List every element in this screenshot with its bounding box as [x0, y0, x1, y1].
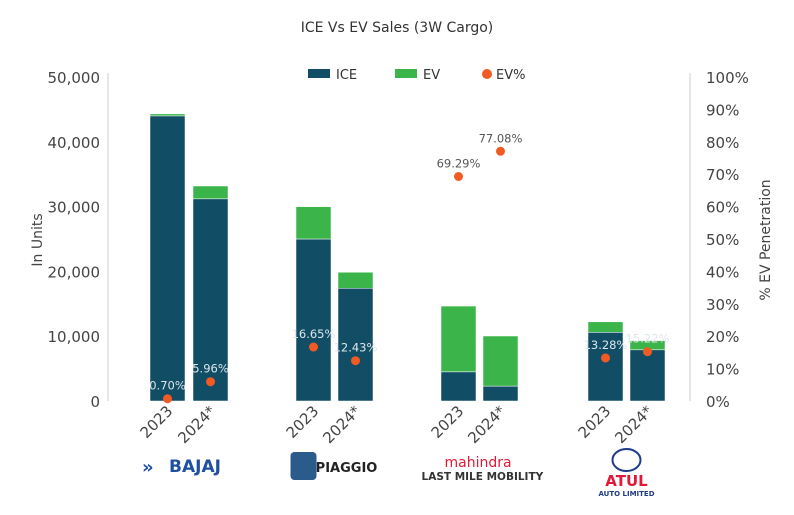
- y2-tick-label: 20%: [706, 328, 739, 346]
- ev-pct-label: 69.29%: [437, 157, 481, 171]
- ev-pct-label: 15.22%: [626, 332, 670, 346]
- bar-ev: [149, 113, 186, 117]
- y2-tick-label: 70%: [706, 166, 739, 184]
- x-tick-label: 2024*: [174, 402, 219, 447]
- ev-pct-point: [163, 394, 172, 404]
- bajaj-symbol-icon: »: [142, 457, 154, 478]
- legend-label-ice: ICE: [336, 68, 357, 83]
- brand-logo-piaggio: PIAGGIO: [316, 461, 378, 476]
- bar-ice: [440, 371, 477, 402]
- y2-tick-label: 30%: [706, 296, 739, 314]
- y-tick-label: 10,000: [48, 328, 101, 346]
- bar-ev: [482, 335, 519, 387]
- ev-pct-label: 5.96%: [192, 362, 229, 376]
- brand-logo-bajaj: BAJAJ: [169, 457, 221, 477]
- y-tick-label: 20,000: [48, 263, 101, 281]
- bar-ev: [337, 271, 374, 289]
- brand-logo-mahindra: mahindra: [445, 455, 512, 471]
- y2-tick-label: 40%: [706, 263, 739, 281]
- y2-tick-label: 80%: [706, 134, 739, 152]
- y2-tick-label: 0%: [706, 393, 730, 411]
- ev-pct-point: [643, 347, 652, 357]
- ev-pct-label: 12.43%: [334, 341, 378, 355]
- x-tick-label: 2023: [575, 402, 615, 442]
- y-axis-label: In Units: [30, 213, 46, 266]
- y2-tick-label: 100%: [706, 69, 749, 87]
- y-tick-label: 0: [90, 393, 100, 411]
- x-tick-label: 2023: [283, 402, 323, 442]
- y-tick-label: 50,000: [48, 69, 101, 87]
- x-tick-label: 2023: [428, 402, 468, 442]
- bar-ice: [482, 385, 519, 402]
- chart-title: ICE Vs EV Sales (3W Cargo): [301, 20, 494, 36]
- ev-pct-point: [309, 342, 318, 352]
- x-tick-label: 2024*: [319, 402, 364, 447]
- y2-tick-label: 90%: [706, 101, 739, 119]
- bar-ice: [629, 349, 666, 402]
- ev-pct-label: 16.65%: [292, 327, 336, 341]
- bar-ice: [192, 198, 229, 402]
- legend-marker-ev-pct: [482, 69, 492, 79]
- brand-logo-mahindra-sub: LAST MILE MOBILITY: [422, 471, 544, 483]
- brand-logo-atul: ATUL: [605, 472, 648, 490]
- y-tick-label: 40,000: [48, 134, 101, 152]
- ev-pct-label: 0.70%: [149, 379, 186, 393]
- legend-label-ev-pct: EV%: [496, 68, 525, 83]
- y2-axis-label: % EV Penetration: [758, 179, 774, 300]
- bar-ev: [440, 305, 477, 373]
- ev-pct-point: [351, 356, 360, 366]
- atul-emblem-icon: [611, 448, 642, 472]
- legend-swatch-ice: [308, 69, 330, 78]
- bar-ice: [149, 115, 186, 402]
- y2-tick-label: 10%: [706, 361, 739, 379]
- x-tick-label: 2024*: [464, 402, 509, 447]
- bar-ev: [192, 185, 229, 200]
- ev-pct-label: 77.08%: [479, 131, 523, 145]
- ev-pct-point: [206, 377, 215, 387]
- ev-pct-label: 13.28%: [584, 338, 628, 352]
- y2-tick-label: 50%: [706, 231, 739, 249]
- brand-logo-atul-sub: AUTO LIMITED: [598, 490, 654, 498]
- bar-ev: [295, 206, 332, 240]
- x-tick-label: 2024*: [611, 402, 656, 447]
- ev-pct-point: [496, 146, 505, 156]
- x-tick-label: 2023: [137, 402, 177, 442]
- ev-pct-point: [454, 172, 463, 182]
- ev-pct-point: [601, 353, 610, 363]
- legend-swatch-ev: [395, 69, 417, 78]
- bar-ice: [295, 238, 332, 402]
- piaggio-shield-icon: [290, 452, 317, 480]
- bar-ice: [587, 332, 624, 402]
- bar-ev: [587, 321, 624, 333]
- y-tick-label: 30,000: [48, 199, 101, 217]
- legend-label-ev: EV: [423, 68, 440, 83]
- y2-tick-label: 60%: [706, 199, 739, 217]
